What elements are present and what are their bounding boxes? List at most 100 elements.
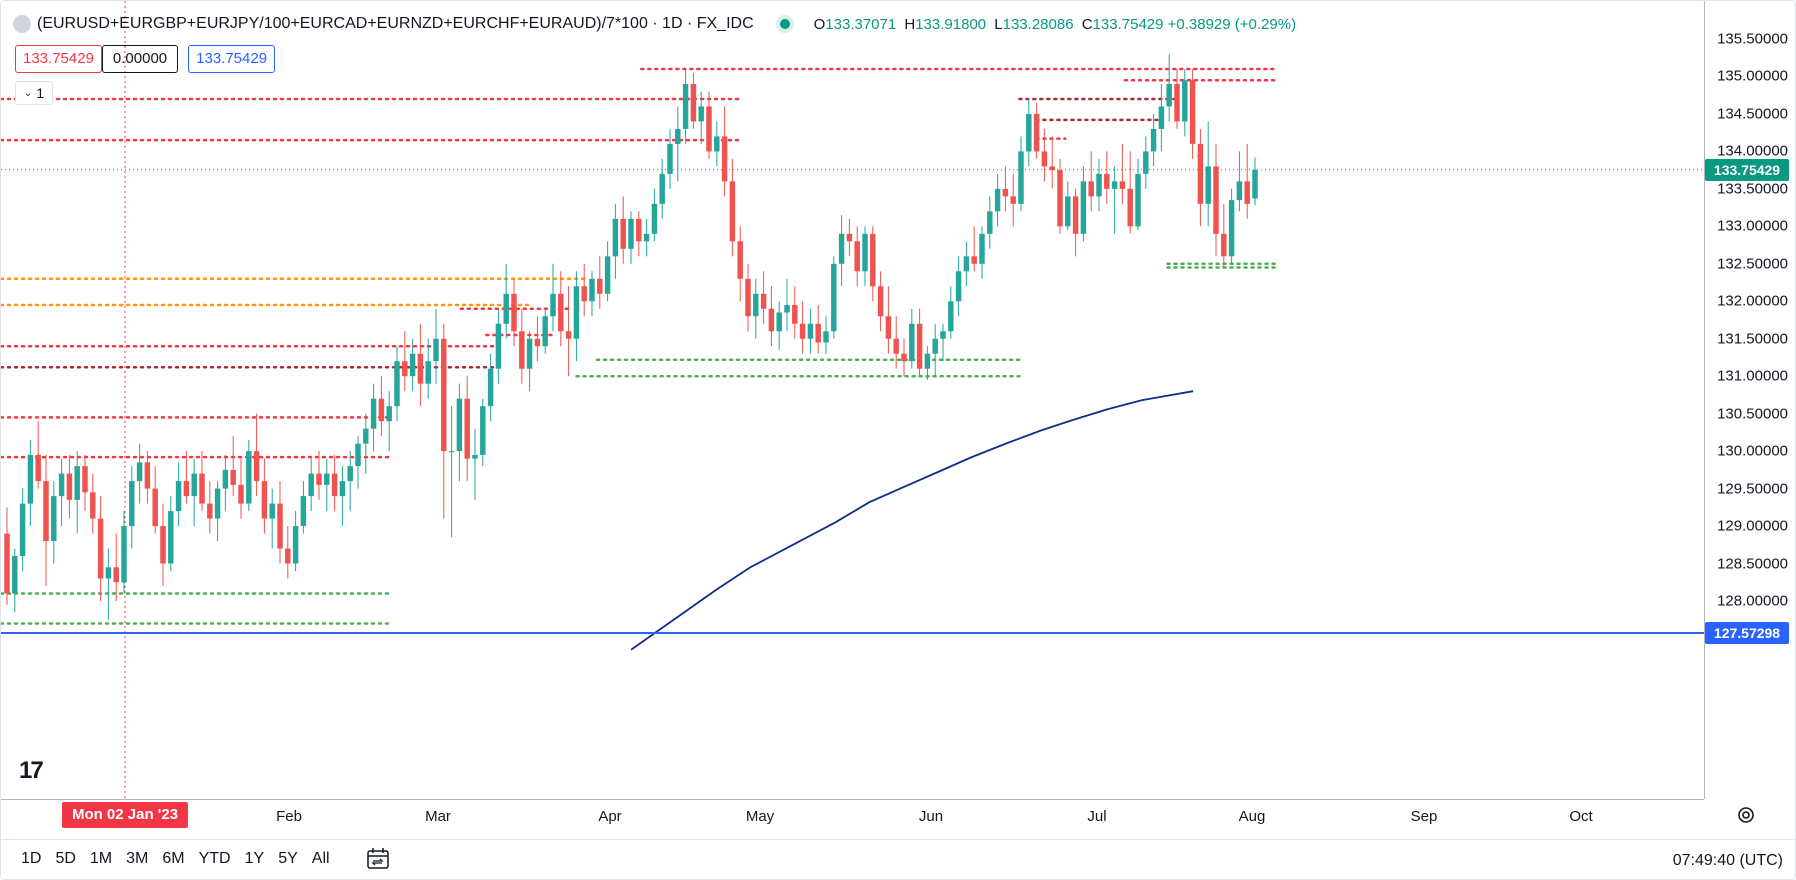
candle-body[interactable]	[1174, 83, 1180, 122]
candle-body[interactable]	[948, 301, 954, 332]
candle-body[interactable]	[90, 492, 96, 519]
tradingview-logo-icon[interactable]: 17	[19, 757, 44, 784]
range-button-5y[interactable]: 5Y	[278, 850, 298, 867]
candle-body[interactable]	[573, 286, 580, 339]
candle-body[interactable]	[526, 338, 533, 369]
candle-body[interactable]	[464, 398, 470, 459]
candle-body[interactable]	[363, 428, 369, 444]
candle-body[interactable]	[456, 398, 463, 452]
candle-body[interactable]	[604, 256, 611, 294]
candle-body[interactable]	[690, 83, 697, 122]
candle-body[interactable]	[191, 473, 197, 497]
candle-body[interactable]	[1041, 151, 1048, 167]
candle-body[interactable]	[885, 316, 892, 339]
candle-body[interactable]	[612, 218, 619, 257]
candle-body[interactable]	[168, 511, 174, 564]
range-button-all[interactable]: All	[311, 850, 330, 867]
range-button-1m[interactable]: 1M	[89, 850, 113, 867]
candle-body[interactable]	[1002, 188, 1009, 197]
candle-body[interactable]	[82, 466, 88, 493]
range-button-1d[interactable]: 1D	[21, 850, 42, 867]
candle-body[interactable]	[534, 338, 541, 347]
candle-body[interactable]	[799, 323, 806, 339]
candle-body[interactable]	[823, 331, 829, 343]
candle-body[interactable]	[682, 83, 689, 129]
candle-body[interactable]	[550, 293, 556, 317]
candle-body[interactable]	[175, 481, 182, 512]
candle-body[interactable]	[971, 256, 977, 264]
candle-body[interactable]	[909, 323, 915, 362]
candle-body[interactable]	[355, 443, 361, 467]
candle-body[interactable]	[597, 278, 603, 294]
candle-body[interactable]	[277, 503, 283, 549]
candle-body[interactable]	[963, 256, 970, 272]
candle-body[interactable]	[347, 466, 353, 482]
candle-body[interactable]	[261, 481, 268, 519]
candle-body[interactable]	[113, 567, 119, 583]
candle-body[interactable]	[1205, 166, 1211, 204]
candle-body[interactable]	[651, 203, 658, 234]
candle-body[interactable]	[511, 293, 517, 332]
candle-body[interactable]	[199, 473, 205, 504]
candle-body[interactable]	[4, 533, 10, 594]
candle-body[interactable]	[207, 503, 213, 519]
candle-body[interactable]	[846, 233, 853, 242]
candle-body[interactable]	[183, 481, 190, 497]
candle-body[interactable]	[1049, 166, 1055, 171]
candle-body[interactable]	[1127, 188, 1133, 227]
candle-body[interactable]	[238, 484, 244, 504]
candle-body[interactable]	[1010, 196, 1016, 204]
candle-body[interactable]	[370, 398, 377, 429]
range-button-1y[interactable]: 1Y	[244, 850, 265, 867]
candle-body[interactable]	[994, 188, 1001, 212]
candle-body[interactable]	[246, 451, 252, 504]
candle-body[interactable]	[27, 454, 34, 504]
candle-body[interactable]	[698, 106, 704, 122]
candle-body[interactable]	[901, 353, 907, 362]
candle-body[interactable]	[1150, 128, 1157, 152]
candle-body[interactable]	[737, 241, 743, 279]
candle-body[interactable]	[285, 548, 291, 564]
candle-body[interactable]	[1057, 170, 1063, 227]
range-button-5d[interactable]: 5D	[55, 850, 76, 867]
candle-body[interactable]	[807, 323, 814, 339]
candle-body[interactable]	[838, 233, 845, 264]
candle-body[interactable]	[97, 518, 104, 579]
candle-body[interactable]	[1088, 181, 1094, 197]
candle-body[interactable]	[565, 331, 572, 339]
candle-body[interactable]	[581, 286, 587, 302]
candle-body[interactable]	[144, 462, 151, 489]
collapse-indicators-button[interactable]: ⌄ 1	[15, 81, 53, 105]
candle-body[interactable]	[12, 556, 18, 594]
candle-body[interactable]	[503, 293, 509, 324]
candle-body[interactable]	[979, 233, 985, 264]
candle-body[interactable]	[1236, 181, 1243, 201]
candle-body[interactable]	[58, 473, 65, 497]
symbol-title[interactable]: (EURUSD+EURGBP+EURJPY/100+EURCAD+EURNZD+…	[37, 15, 754, 32]
candle-body[interactable]	[1228, 200, 1235, 257]
time-axis[interactable]: Feb Mar Apr May Jun Jul Aug Sep Oct Mon 02 Jan '2…	[1, 799, 1704, 828]
market-status-icon[interactable]	[779, 19, 790, 29]
candle-body[interactable]	[721, 136, 728, 182]
candle-body[interactable]	[19, 503, 26, 557]
candle-body[interactable]	[1065, 196, 1071, 227]
candle-body[interactable]	[760, 293, 767, 309]
range-button-3m[interactable]: 3M	[126, 850, 149, 867]
candle-body[interactable]	[1252, 169, 1258, 199]
candle-body[interactable]	[542, 316, 548, 347]
candle-body[interactable]	[308, 473, 314, 497]
candle-body[interactable]	[870, 233, 876, 287]
candle-body[interactable]	[1197, 143, 1204, 204]
candle-body[interactable]	[136, 462, 143, 482]
candle-body[interactable]	[1143, 151, 1149, 174]
candle-body[interactable]	[230, 469, 236, 485]
candle-body[interactable]	[35, 454, 41, 482]
candle-body[interactable]	[214, 488, 221, 519]
candle-body[interactable]	[121, 526, 127, 583]
candle-body[interactable]	[448, 451, 455, 453]
candle-body[interactable]	[1158, 106, 1165, 129]
candle-body[interactable]	[1104, 173, 1110, 189]
candle-body[interactable]	[292, 526, 299, 564]
settings-gear-icon[interactable]	[1734, 803, 1758, 827]
range-button-6m[interactable]: 6M	[162, 850, 185, 867]
